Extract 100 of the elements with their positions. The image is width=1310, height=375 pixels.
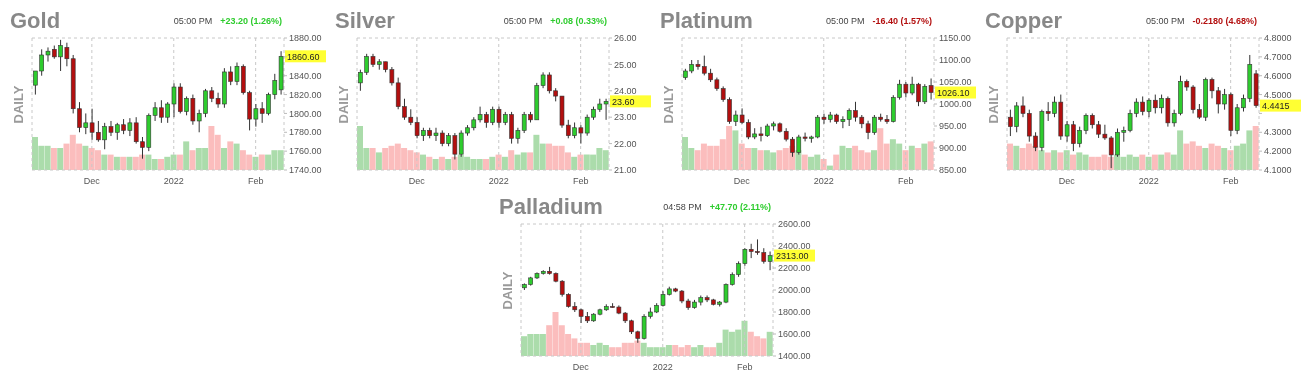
- bar: [158, 159, 164, 170]
- text: 1860.60: [287, 51, 320, 62]
- y-tick-label: 23.00: [614, 112, 637, 123]
- text: 1026.10: [937, 88, 970, 99]
- bar: [126, 156, 133, 170]
- y-axis-title: DAILY: [11, 85, 27, 123]
- y-tick-label: 2400.00: [778, 241, 811, 252]
- y-tick-label: 900.00: [939, 143, 967, 154]
- text: 4.4415: [1262, 101, 1290, 112]
- bar: [732, 130, 739, 170]
- bar: [871, 150, 877, 170]
- y-tick-label: 22.00: [614, 138, 637, 149]
- bar: [438, 156, 445, 170]
- text: 05:00 PM: [825, 16, 865, 26]
- bar: [258, 154, 265, 170]
- bar: [751, 148, 758, 170]
- bar: [1252, 126, 1259, 170]
- y-tick-label: 1800.00: [778, 307, 811, 318]
- bar: [1227, 150, 1234, 170]
- text: 04:58 PM: [663, 202, 702, 212]
- bar: [1202, 148, 1209, 170]
- text: +47.70 (2.11%): [709, 202, 771, 212]
- y-tick-label: 1760.00: [289, 146, 322, 157]
- y-tick-label: 2600.00: [778, 219, 811, 230]
- y-tick-label: 21.00: [614, 165, 637, 176]
- bar: [1044, 152, 1051, 170]
- bar: [915, 148, 922, 170]
- y-tick-label: 1880.00: [289, 33, 322, 44]
- y-tick-label: 4.8000: [1264, 33, 1292, 44]
- x-tick-label: 2022: [488, 176, 509, 187]
- bar: [927, 141, 934, 170]
- y-tick-label: 1400.00: [778, 351, 811, 362]
- bar: [508, 150, 515, 170]
- bar: [908, 145, 915, 170]
- bar: [1070, 154, 1076, 170]
- x-tick-label: 2022: [163, 176, 184, 187]
- y-tick-label: 1150.00: [939, 33, 971, 44]
- bar: [571, 156, 578, 170]
- bar: [1151, 154, 1158, 170]
- text: -16.40 (1.57%): [872, 16, 932, 26]
- bar: [50, 148, 57, 170]
- y-tick-label: 26.00: [614, 33, 637, 44]
- bar: [221, 148, 227, 170]
- x-tick-label: Dec: [1058, 176, 1076, 187]
- bar: [375, 152, 382, 170]
- y-tick-label: 4.6000: [1264, 70, 1292, 81]
- text: +23.20 (1.26%): [220, 16, 282, 26]
- x-tick-label: 2022: [652, 362, 673, 373]
- bar: [445, 159, 452, 170]
- bar: [183, 141, 190, 170]
- y-tick-label: 1780.00: [289, 127, 322, 138]
- bar: [82, 145, 89, 170]
- text: 05:00 PM: [503, 16, 543, 26]
- x-tick-label: Dec: [408, 176, 426, 187]
- bar: [1158, 154, 1165, 170]
- bar: [233, 143, 240, 170]
- bar: [369, 148, 376, 170]
- bar: [1221, 148, 1228, 170]
- bar: [801, 154, 808, 170]
- y-tick-label: 4.5000: [1264, 89, 1292, 100]
- y-axis-title: DAILY: [661, 85, 677, 123]
- y-tick-label: 1100.00: [939, 55, 971, 66]
- y-tick-label: 4.7000: [1264, 52, 1292, 63]
- bar: [113, 156, 120, 170]
- y-tick-label: 1000.00: [939, 99, 972, 110]
- y-tick-label: 950.00: [939, 121, 967, 132]
- x-tick-label: Feb: [897, 176, 914, 187]
- bar: [57, 148, 64, 170]
- bar: [1139, 154, 1146, 170]
- bar: [489, 156, 496, 170]
- bar: [120, 156, 127, 170]
- chart-title: Silver: [335, 8, 395, 34]
- bar: [107, 154, 114, 170]
- y-tick-label: 24.00: [614, 86, 637, 96]
- chart-title: Platinum: [660, 8, 753, 34]
- bar: [189, 150, 196, 170]
- bar: [757, 150, 764, 170]
- x-tick-label: 2022: [1138, 176, 1159, 187]
- x-tick-label: 2022: [813, 176, 834, 187]
- bar: [101, 154, 108, 170]
- x-tick-label: Dec: [733, 176, 751, 187]
- bar: [833, 154, 840, 170]
- bar: [176, 154, 183, 170]
- x-tick-label: Feb: [247, 176, 264, 187]
- text: 2313.00: [776, 251, 809, 262]
- bar: [1051, 150, 1058, 170]
- x-tick-label: Feb: [736, 362, 753, 373]
- bar: [1057, 152, 1064, 170]
- y-axis-title: DAILY: [986, 85, 1002, 123]
- y-tick-label: 4.3000: [1264, 127, 1292, 138]
- bar: [426, 156, 433, 170]
- bar: [420, 154, 426, 170]
- text: 05:00 PM: [173, 16, 213, 26]
- bar: [1013, 145, 1020, 170]
- text: 23.60: [612, 96, 635, 107]
- y-tick-label: 1800.00: [289, 108, 322, 119]
- y-tick-label: 850.00: [939, 165, 967, 176]
- x-tick-label: Dec: [572, 362, 590, 373]
- y-tick-label: 4.1000: [1264, 165, 1292, 176]
- y-tick-label: 2000.00: [778, 285, 811, 296]
